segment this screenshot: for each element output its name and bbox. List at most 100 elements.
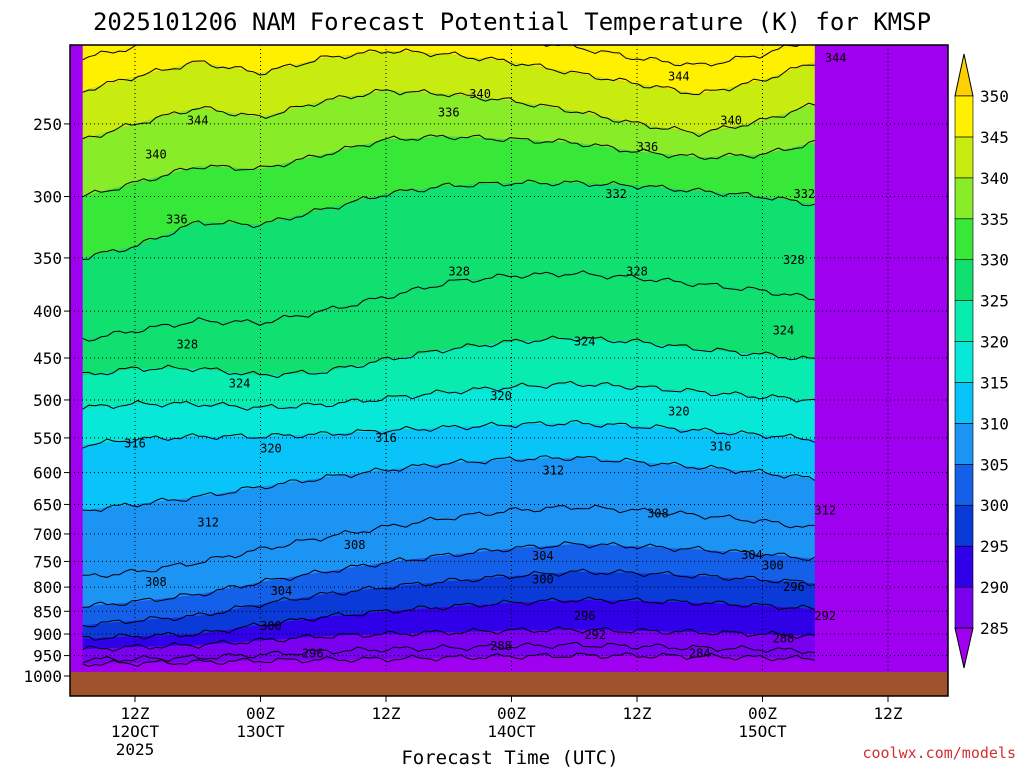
contour-label: 340 [145,148,167,162]
contour-label: 288 [490,639,512,653]
contour-label: 288 [773,631,795,645]
contour-label: 320 [260,442,282,456]
contour-label: 320 [490,389,512,403]
plot-frame [69,44,949,697]
contour-label: 344 [668,70,690,84]
x-tick-line2: 15OCT [738,722,787,741]
contour-label: 312 [542,464,564,478]
colorbar-extend-bottom [954,627,974,669]
colorbar-segment [954,586,974,629]
x-tick-line2: 12OCT [111,722,160,741]
field-band-344 [82,45,815,95]
colorbar-segment [954,259,974,301]
contour-label: 284 [689,646,711,660]
credit-text: coolwx.com/models [862,744,1016,762]
field-band-340 [82,50,815,140]
y-axis: 250 300 350 400 450 500 550 600 650 700 750 800 850 9… [23,115,70,686]
colorbar-label: 295 [980,537,1009,556]
x-tick-line3: 2025 [116,740,155,759]
colorbar-segment [954,95,974,138]
colorbar-segment [954,382,974,424]
colorbar-label: 320 [980,333,1009,352]
field-band-316 [82,383,815,446]
colorbar-segment [954,504,974,547]
colorbar-label: 350 [980,87,1009,106]
isotherm-312 [82,455,816,513]
contour-label: 316 [124,437,146,451]
colorbar-label: 325 [980,292,1009,311]
isotherm-292 [82,626,815,652]
contour-labels: 348 344 344 340 344 336 340 340 336 336 332 332 328 3… [124,45,846,660]
x-tick-line1: 12Z [623,704,652,723]
contour-label: 328 [626,264,648,278]
contour-label: 300 [260,619,282,633]
x-tick-line1: 12Z [372,704,401,723]
theta-color-field [70,45,948,696]
contour-label: 308 [145,575,167,589]
x-tick-line1: 00Z [246,704,275,723]
isotherm-300 [82,568,815,628]
isotherm-284 [82,652,815,667]
isotherm-328 [82,270,815,342]
y-tick-label: 450 [33,349,62,368]
contour-label: 328 [176,337,198,351]
y-tick-label: 800 [33,578,62,597]
field-band-348 [82,45,815,66]
contour-label: 324 [773,324,795,338]
contour-label: 328 [448,264,470,278]
contour-label: 324 [229,377,251,391]
field-band-292 [82,599,815,650]
colorbar-label: 335 [980,210,1009,229]
y-tick-label: 500 [33,391,62,410]
contour-label: 340 [720,114,742,128]
contour-label: 300 [762,559,784,573]
y-tick-label: 750 [33,552,62,571]
colorbar-segment [954,300,974,342]
y-tick-label: 900 [33,625,62,644]
y-tick-label: 950 [33,647,62,666]
y-tick-label: 700 [33,525,62,544]
contour-label: 316 [375,431,397,445]
field-band-320 [82,338,815,408]
contour-label: 296 [302,646,324,660]
field-band-304 [82,506,815,607]
isotherm-348 [82,45,801,67]
contour-label: 312 [814,504,836,518]
contour-label: 292 [814,609,836,623]
colorbar-label: 300 [980,496,1009,515]
contour-label: 332 [793,187,815,201]
y-tick-label: 350 [33,249,62,268]
contour-label: 328 [783,253,805,267]
y-tick-label: 850 [33,602,62,621]
field-band-296 [82,571,815,639]
field-band-324 [82,273,815,376]
ground-surface [70,672,948,696]
isotherm-304 [82,541,816,608]
isotherm-320 [82,380,815,411]
isotherm-332 [82,179,815,260]
colorbar-label: 285 [980,619,1009,638]
contour-label: 336 [166,213,188,227]
colorbar-label: 305 [980,455,1009,474]
isotherm-296 [82,596,815,641]
contour-label: 336 [438,106,460,120]
contour-label: 296 [783,580,805,594]
contour-label: 296 [574,609,596,623]
contour-label: 312 [197,515,219,529]
field-band-332 [82,136,815,258]
y-tick-label: 1000 [23,667,62,686]
contour-label: 304 [532,549,554,563]
isotherm-308 [82,504,815,578]
x-tick-line1: 00Z [748,704,777,723]
y-tick-label: 600 [33,464,62,483]
contour-label: 332 [605,187,627,201]
x-tick-line1: 12Z [874,704,903,723]
isotherm-340 [82,88,815,140]
contour-label: 304 [271,584,293,598]
isotherm-288 [82,641,815,664]
colorbar-segment [954,218,974,260]
x-tick-line1: 00Z [497,704,526,723]
y-tick-label: 400 [33,302,62,321]
